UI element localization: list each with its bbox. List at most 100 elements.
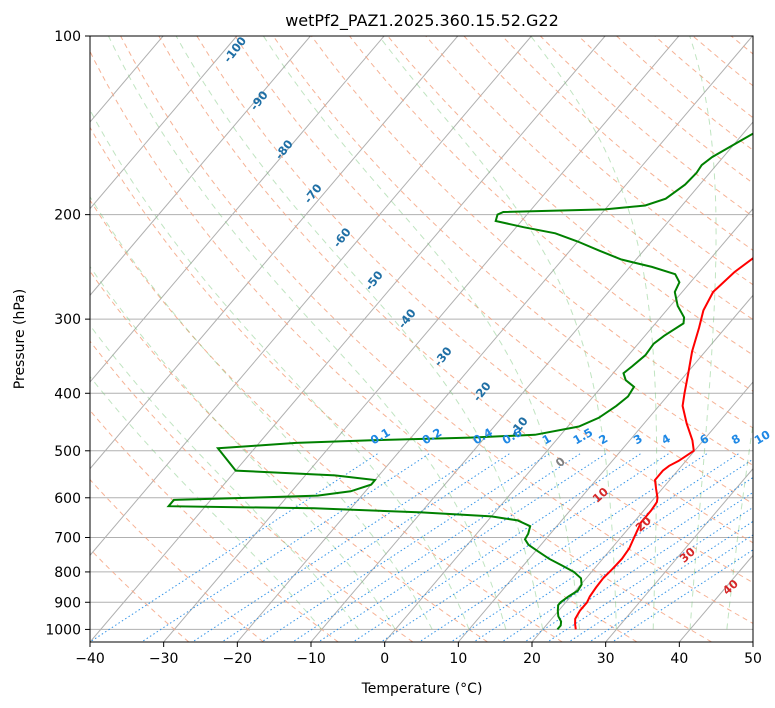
dry-adiabat-label: -80 [272, 137, 296, 162]
dry-adiabat [387, 36, 753, 356]
isotherm [90, 36, 459, 470]
dry-adiabat [234, 36, 753, 505]
y-tick-label: 300 [54, 312, 81, 328]
isotherm [752, 641, 753, 642]
moist-adiabat-label: 40 [720, 576, 741, 597]
moist-adiabat [175, 36, 544, 630]
mixing-ratio-line [380, 453, 669, 642]
moist-adiabat [689, 36, 717, 630]
mixing-ratio-line [221, 453, 510, 642]
dewpoint-line [166, 132, 753, 631]
isotherm [310, 121, 753, 642]
dry-adiabat [90, 126, 638, 642]
isotherm [90, 36, 532, 557]
mixing-ratio-line [450, 453, 739, 642]
x-tick-label: 0 [380, 651, 389, 667]
moist-adiabat [530, 36, 658, 630]
dry-adiabat [769, 36, 775, 642]
mixing-ratio-line [612, 549, 753, 642]
dry-adiabat [90, 548, 190, 642]
dry-adiabat-label: -20 [470, 379, 494, 404]
dry-adiabat [90, 270, 488, 642]
moist-adiabat [90, 109, 470, 630]
dry-adiabat [539, 36, 753, 218]
isotherm [605, 467, 753, 642]
y-tick-label: 800 [54, 565, 81, 581]
isotherm [90, 36, 606, 642]
dry-adiabat [692, 36, 753, 87]
moist-adiabat [90, 265, 396, 630]
dry-adiabat-label: -100 [220, 34, 249, 65]
mixing-ratio-line [501, 476, 753, 642]
mixing-ratio-line [547, 506, 753, 642]
isotherm [236, 36, 753, 642]
y-tick-label: 900 [54, 595, 81, 611]
x-tick-label: 50 [744, 651, 762, 667]
moist-adiabat [108, 36, 507, 630]
dry-adiabat-label: -30 [431, 344, 455, 369]
dry-adiabat [425, 36, 753, 321]
x-tick-label: −20 [223, 651, 253, 667]
moist-adiabat-label: 10 [590, 484, 611, 505]
isotherm [163, 36, 680, 642]
y-tick-label: 500 [54, 444, 81, 460]
dry-adiabat [120, 36, 753, 624]
moist-adiabat [378, 36, 617, 630]
moist-adiabat [90, 324, 359, 630]
plot-frame [89, 35, 754, 643]
dry-adiabat-label: -40 [395, 306, 419, 331]
y-tick-label: 600 [54, 491, 81, 507]
mixing-ratio-line [90, 453, 378, 642]
moist-adiabat [726, 420, 753, 630]
dry-adiabat-label: -90 [247, 88, 271, 113]
isotherm [90, 36, 311, 297]
mixing-ratio-line [292, 453, 581, 642]
dry-adiabat [501, 36, 753, 251]
y-tick-label: 200 [54, 208, 81, 224]
isotherm [90, 36, 238, 210]
moist-adiabat-label: 0 [553, 454, 568, 470]
dry-adiabat [463, 36, 753, 286]
mixing-ratio-line [568, 520, 753, 642]
dry-adiabat-label: -50 [362, 268, 386, 293]
moist-adiabat [262, 36, 580, 630]
x-tick-label: 10 [449, 651, 467, 667]
mixing-ratio-line [318, 453, 607, 642]
y-tick-label: 1000 [45, 622, 81, 638]
mixing-ratio-line [352, 453, 641, 642]
dry-adiabat [158, 36, 753, 584]
y-tick-label: 100 [54, 29, 81, 45]
y-axis-label: Pressure (hPa) [12, 289, 28, 389]
dry-adiabat [654, 36, 753, 119]
dry-adiabat [578, 36, 753, 184]
dry-adiabat [90, 340, 414, 642]
isotherm [531, 381, 753, 642]
mixing-ratio-line [261, 453, 550, 642]
moist-adiabat [90, 375, 323, 630]
dry-adiabat [349, 36, 753, 392]
x-tick-label: −30 [149, 651, 179, 667]
x-axis-label: Temperature (°C) [361, 681, 483, 697]
mixing-ratio-label: 8 [729, 431, 743, 447]
x-tick-label: 20 [523, 651, 541, 667]
x-tick-label: −10 [296, 651, 326, 667]
dry-adiabat-label: -60 [330, 225, 354, 250]
mixing-ratio-label: 4 [659, 431, 673, 447]
mixing-ratio-label: 0.2 [420, 425, 445, 447]
mixing-ratio-line [141, 453, 430, 642]
temperature-line [574, 256, 753, 630]
mixing-ratio-label: 0.1 [368, 425, 393, 447]
mixing-ratio-label: 1 [540, 431, 554, 447]
isotherm [457, 294, 753, 642]
x-tick-label: −40 [75, 651, 105, 667]
mixing-ratio-label: 2 [596, 431, 610, 447]
x-tick-label: 40 [670, 651, 688, 667]
mixing-ratio-label: 1.5 [571, 425, 596, 447]
mixing-ratio-label: 10 [752, 427, 773, 447]
moist-adiabat [90, 195, 433, 630]
dry-adiabat [90, 199, 563, 642]
dry-adiabat [272, 36, 753, 466]
isotherm [384, 207, 753, 642]
isotherm [90, 36, 385, 383]
